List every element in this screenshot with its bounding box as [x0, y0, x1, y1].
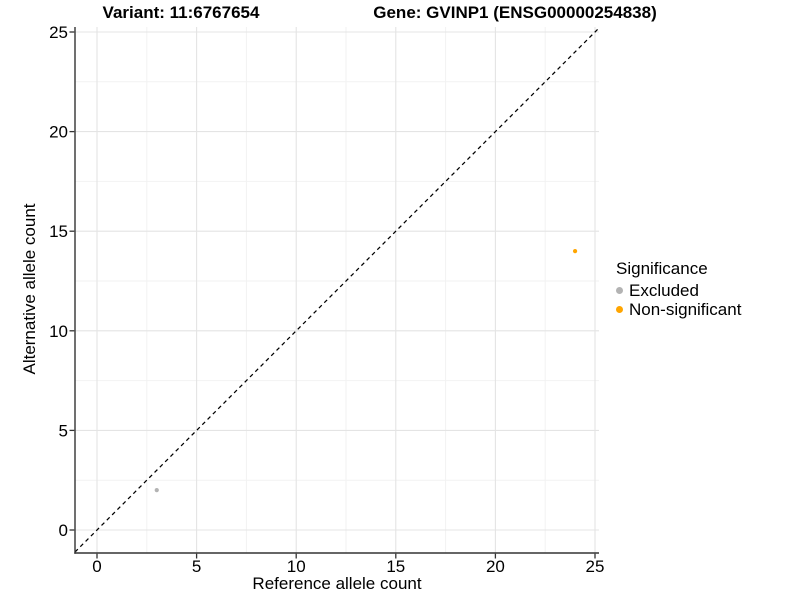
y-tick-label: 5 — [59, 421, 68, 440]
y-tick-label: 0 — [59, 521, 68, 540]
data-point-non-significant — [572, 249, 578, 254]
legend: Significance Excluded Non-significant — [616, 258, 741, 319]
data-point-excluded — [154, 488, 159, 493]
y-tick-label: 15 — [49, 222, 68, 241]
legend-item-non-significant: Non-significant — [616, 300, 741, 319]
x-tick-label: 25 — [586, 557, 605, 576]
x-tick-label: 0 — [92, 557, 101, 576]
y-tick-label: 25 — [49, 23, 68, 42]
x-tick-label: 15 — [386, 557, 405, 576]
x-axis-title: Reference allele count — [252, 574, 422, 593]
legend-item-excluded: Excluded — [616, 281, 741, 300]
plot-title-gene: Gene: GVINP1 (ENSG00000254838) — [373, 3, 657, 22]
legend-label-non-significant: Non-significant — [629, 300, 742, 319]
y-tick-label: 20 — [49, 123, 68, 142]
x-tick-label: 10 — [287, 557, 306, 576]
y-axis-title: Alternative allele count — [20, 203, 39, 375]
x-tick-label: 20 — [486, 557, 505, 576]
legend-dot-excluded — [616, 287, 623, 294]
legend-dot-non-significant — [616, 306, 623, 313]
identity-line — [74, 27, 600, 553]
plot-title-variant: Variant: 11:6767654 — [102, 3, 260, 22]
legend-label-excluded: Excluded — [629, 281, 699, 300]
legend-title: Significance — [616, 259, 708, 278]
y-tick-label: 10 — [49, 322, 68, 341]
x-tick-label: 5 — [192, 557, 201, 576]
